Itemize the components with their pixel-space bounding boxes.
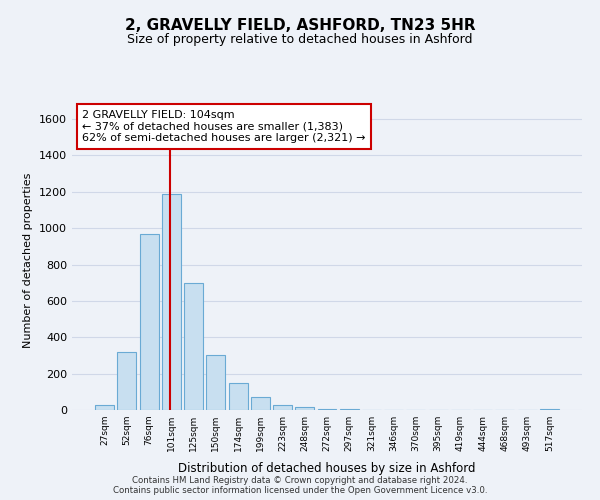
Bar <box>118 352 136 410</box>
Bar <box>317 409 337 410</box>
Bar <box>273 406 292 410</box>
Bar <box>540 409 559 410</box>
Text: Contains HM Land Registry data © Crown copyright and database right 2024.
Contai: Contains HM Land Registry data © Crown c… <box>113 476 487 495</box>
Bar <box>206 354 225 410</box>
Bar <box>140 234 158 410</box>
Bar <box>251 398 270 410</box>
Text: 2, GRAVELLY FIELD, ASHFORD, TN23 5HR: 2, GRAVELLY FIELD, ASHFORD, TN23 5HR <box>125 18 475 32</box>
Text: Size of property relative to detached houses in Ashford: Size of property relative to detached ho… <box>127 32 473 46</box>
Text: 2 GRAVELLY FIELD: 104sqm
← 37% of detached houses are smaller (1,383)
62% of sem: 2 GRAVELLY FIELD: 104sqm ← 37% of detach… <box>82 110 366 143</box>
Bar <box>229 382 248 410</box>
Y-axis label: Number of detached properties: Number of detached properties <box>23 172 34 348</box>
Bar <box>184 282 203 410</box>
Bar <box>295 408 314 410</box>
Bar <box>95 404 114 410</box>
X-axis label: Distribution of detached houses by size in Ashford: Distribution of detached houses by size … <box>178 462 476 475</box>
Bar <box>162 194 181 410</box>
